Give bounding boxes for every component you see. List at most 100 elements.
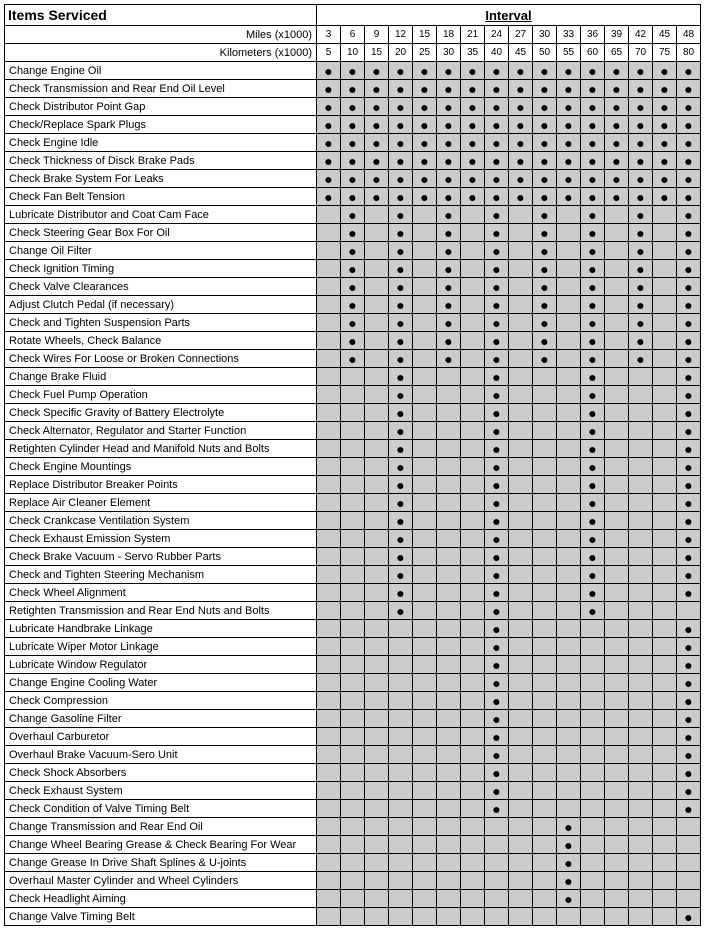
item-name-cell: Check Specific Gravity of Battery Electr… — [5, 404, 317, 422]
interval-cell: ● — [581, 242, 605, 260]
interval-cell — [629, 530, 653, 548]
interval-cell — [461, 602, 485, 620]
interval-cell — [557, 458, 581, 476]
interval-cell — [341, 800, 365, 818]
interval-cell — [461, 530, 485, 548]
interval-cell: ● — [317, 170, 341, 188]
interval-cell — [317, 728, 341, 746]
interval-cell — [413, 854, 437, 872]
interval-cell — [413, 260, 437, 278]
interval-cell — [533, 548, 557, 566]
table-row: Change Engine Oil●●●●●●●●●●●●●●●● — [5, 62, 701, 80]
interval-cell — [341, 422, 365, 440]
interval-cell — [533, 386, 557, 404]
interval-cell: ● — [317, 116, 341, 134]
interval-cell: ● — [677, 458, 701, 476]
interval-cell: ● — [437, 242, 461, 260]
interval-cell — [509, 440, 533, 458]
interval-cell — [533, 800, 557, 818]
interval-cell — [413, 314, 437, 332]
interval-cell: ● — [605, 152, 629, 170]
interval-cell — [629, 512, 653, 530]
interval-cell: ● — [629, 224, 653, 242]
interval-cell — [533, 890, 557, 908]
interval-cell — [365, 854, 389, 872]
interval-cell — [605, 872, 629, 890]
interval-cell — [413, 692, 437, 710]
interval-cell — [365, 350, 389, 368]
interval-cell — [557, 476, 581, 494]
interval-cell — [557, 224, 581, 242]
interval-cell — [509, 386, 533, 404]
interval-cell — [581, 692, 605, 710]
interval-cell — [461, 350, 485, 368]
interval-cell: ● — [557, 188, 581, 206]
interval-cell: ● — [557, 890, 581, 908]
interval-cell — [317, 422, 341, 440]
interval-cell — [509, 800, 533, 818]
table-row: Lubricate Wiper Motor Linkage●● — [5, 638, 701, 656]
interval-cell — [509, 422, 533, 440]
interval-cell — [389, 836, 413, 854]
interval-cell: ● — [485, 746, 509, 764]
miles-col-9: 30 — [533, 26, 557, 44]
km-col-0: 5 — [317, 44, 341, 62]
interval-cell — [581, 656, 605, 674]
interval-cell — [461, 386, 485, 404]
table-row: Check Brake Vacuum - Servo Rubber Parts●… — [5, 548, 701, 566]
interval-cell — [413, 242, 437, 260]
interval-cell: ● — [629, 116, 653, 134]
interval-cell — [461, 638, 485, 656]
interval-cell — [437, 908, 461, 926]
interval-cell — [605, 854, 629, 872]
item-name-cell: Check Wheel Alignment — [5, 584, 317, 602]
interval-cell — [605, 332, 629, 350]
interval-cell — [653, 800, 677, 818]
interval-cell — [317, 296, 341, 314]
table-row: Check Distributor Point Gap●●●●●●●●●●●●●… — [5, 98, 701, 116]
interval-cell — [461, 332, 485, 350]
interval-cell: ● — [629, 260, 653, 278]
interval-cell — [437, 854, 461, 872]
miles-col-0: 3 — [317, 26, 341, 44]
interval-cell — [317, 332, 341, 350]
interval-cell — [389, 692, 413, 710]
interval-cell — [653, 836, 677, 854]
interval-cell: ● — [485, 368, 509, 386]
interval-cell — [365, 296, 389, 314]
interval-cell: ● — [677, 638, 701, 656]
interval-cell — [461, 566, 485, 584]
interval-cell — [557, 800, 581, 818]
interval-cell — [389, 782, 413, 800]
interval-cell — [581, 800, 605, 818]
miles-col-13: 42 — [629, 26, 653, 44]
interval-cell — [365, 674, 389, 692]
interval-cell — [413, 872, 437, 890]
interval-cell — [509, 242, 533, 260]
interval-cell — [437, 386, 461, 404]
interval-cell — [437, 368, 461, 386]
interval-cell — [413, 890, 437, 908]
interval-cell — [557, 782, 581, 800]
interval-cell — [509, 836, 533, 854]
interval-cell — [341, 620, 365, 638]
miles-col-10: 33 — [557, 26, 581, 44]
interval-cell — [533, 422, 557, 440]
interval-cell — [557, 620, 581, 638]
miles-col-12: 39 — [605, 26, 629, 44]
interval-cell — [581, 782, 605, 800]
interval-cell: ● — [389, 80, 413, 98]
interval-cell — [653, 710, 677, 728]
interval-cell: ● — [389, 170, 413, 188]
interval-cell — [437, 566, 461, 584]
interval-cell — [461, 440, 485, 458]
interval-cell: ● — [437, 314, 461, 332]
interval-cell: ● — [533, 350, 557, 368]
interval-cell — [317, 350, 341, 368]
interval-cell: ● — [677, 296, 701, 314]
item-name-cell: Check Crankcase Ventilation System — [5, 512, 317, 530]
interval-cell — [365, 782, 389, 800]
interval-cell — [605, 440, 629, 458]
interval-cell — [317, 278, 341, 296]
interval-cell: ● — [389, 386, 413, 404]
